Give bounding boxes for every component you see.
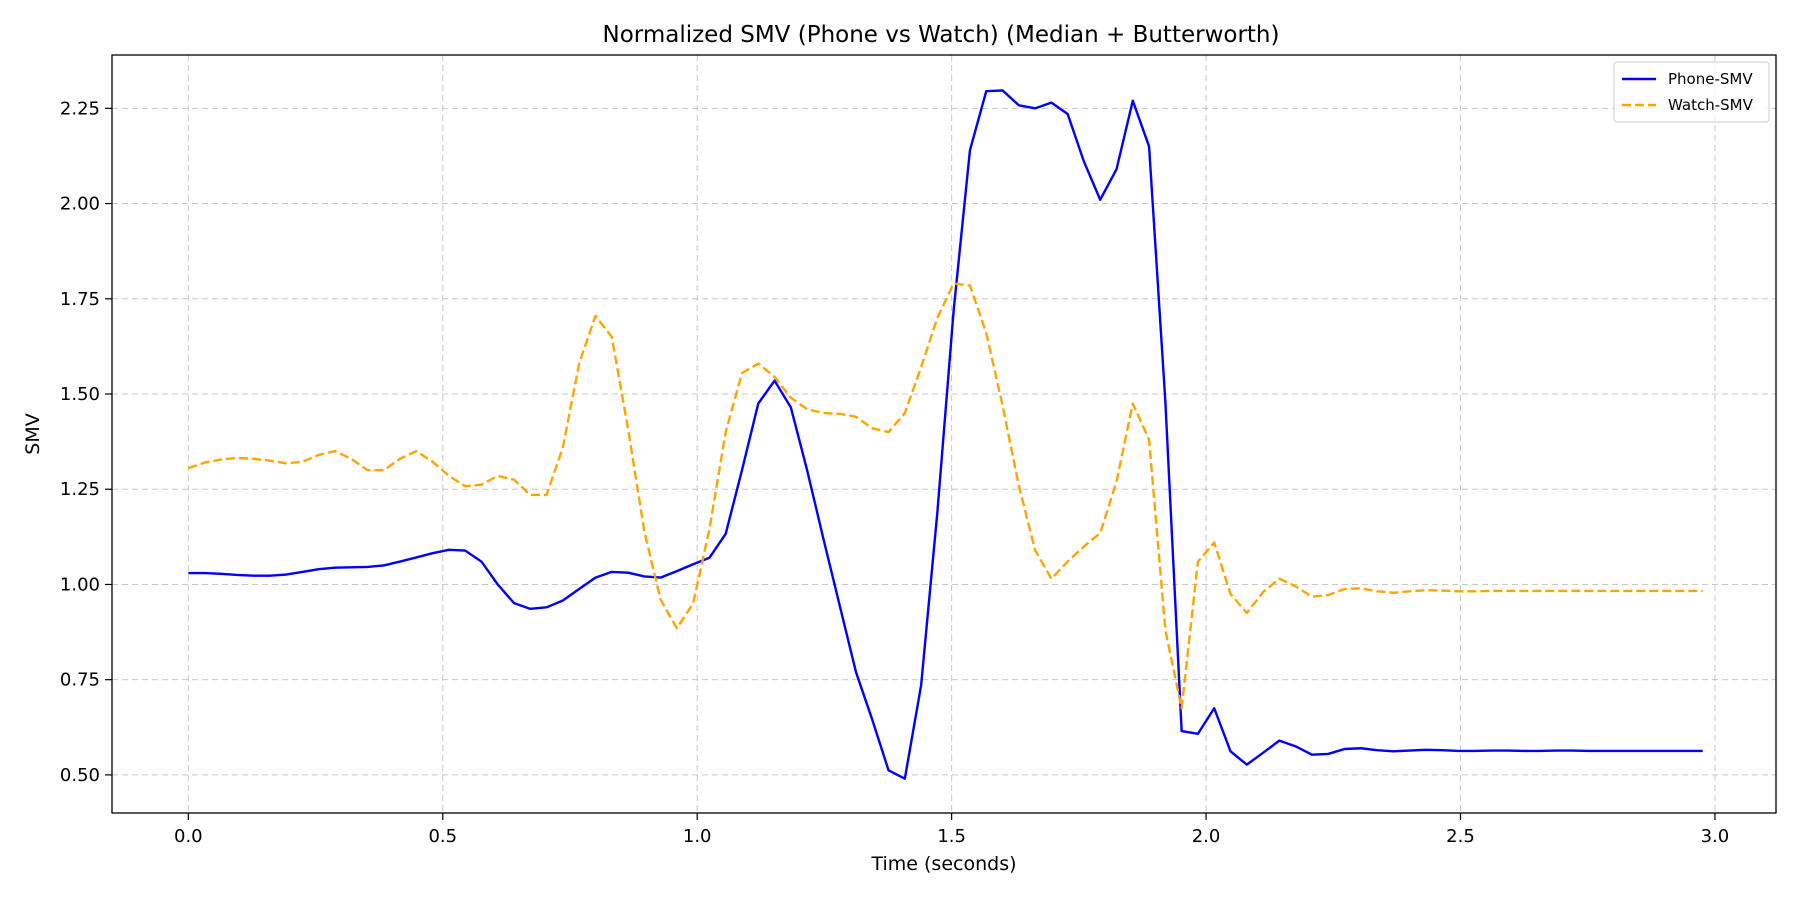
x-tick-label: 2.0 [1192,826,1221,847]
legend: Phone-SMV Watch-SMV [1613,61,1770,123]
plot-lines-area [187,89,1703,780]
y-tick-label: 2.00 [60,194,100,215]
x-tick-label: 3.0 [1701,826,1730,847]
series-line-watch-smv [187,282,1703,710]
y-tick-label: 1.00 [60,574,100,595]
series-line-phone-smv [188,89,1703,780]
y-tick-label: 1.25 [60,479,100,500]
legend-label-phone-smv: Phone-SMV [1668,70,1753,88]
x-tick-label: 1.5 [937,826,966,847]
y-axis-label: SMV [22,413,44,454]
chart-title: Normalized SMV (Phone vs Watch) (Median … [603,22,1280,48]
x-tick-label: 0.0 [174,826,203,847]
grid [112,55,1776,813]
y-tick-label: 1.50 [60,384,100,405]
y-tick-label: 0.75 [60,670,100,691]
y-tick-label: 1.75 [60,289,100,310]
legend-label-watch-smv: Watch-SMV [1668,96,1754,114]
x-tick-label: 1.0 [683,826,712,847]
x-tick-label: 2.5 [1446,826,1475,847]
y-axis: 0.50 0.75 1.00 1.25 1.50 1.75 2.00 2.25 [60,98,112,786]
y-tick-label: 2.25 [60,98,100,119]
plot-frame [111,54,1777,814]
x-axis-label: Time (seconds) [870,853,1016,875]
x-tick-label: 0.5 [428,826,457,847]
legend-box [1613,61,1770,123]
y-tick-label: 0.50 [60,765,100,786]
x-axis: 0.0 0.5 1.0 1.5 2.0 2.5 3.0 [174,813,1729,847]
